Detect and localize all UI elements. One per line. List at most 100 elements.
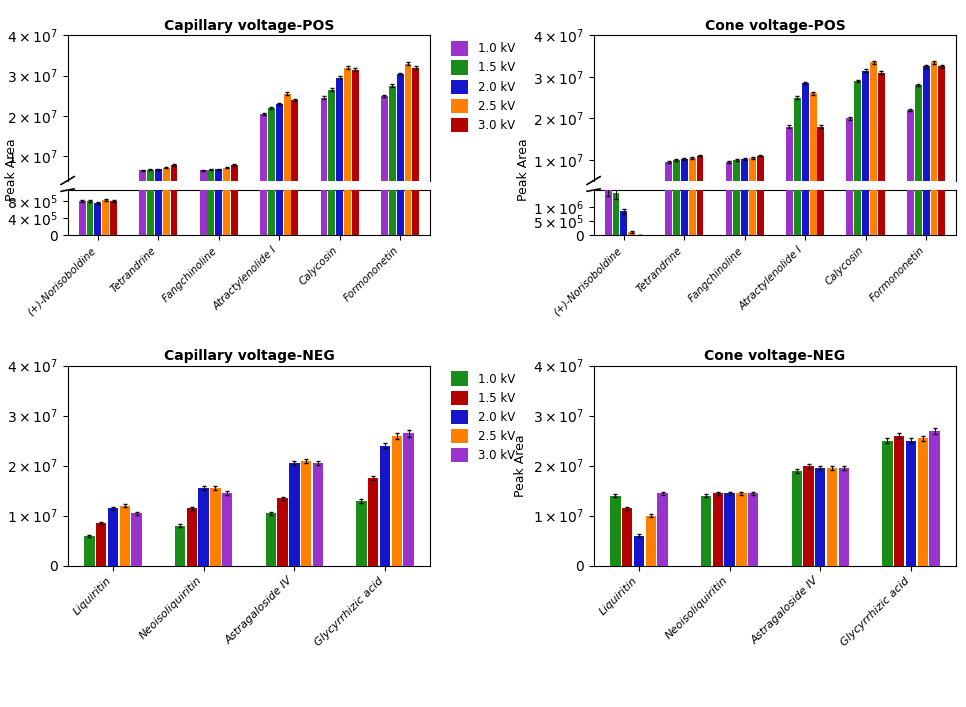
Bar [918, 438, 928, 566]
Bar [404, 433, 413, 566]
Bar [863, 0, 869, 235]
Bar [368, 478, 379, 566]
Bar [352, 0, 358, 235]
Bar [802, 83, 809, 201]
Bar [930, 0, 937, 235]
Bar [102, 194, 109, 197]
Bar [929, 431, 940, 566]
Bar [757, 0, 764, 235]
Bar [175, 525, 185, 566]
Bar [733, 160, 740, 201]
Bar [352, 69, 358, 197]
Bar [724, 493, 735, 566]
Bar [750, 158, 756, 201]
Legend: 1.0 kV, 1.5 kV, 2.0 kV, 2.5 kV, 3.0 kV: 1.0 kV, 1.5 kV, 2.0 kV, 2.5 kV, 3.0 kV [451, 371, 515, 462]
Bar [846, 118, 853, 201]
Bar [736, 493, 747, 566]
Bar [412, 0, 419, 235]
Bar [289, 463, 299, 566]
Bar [817, 0, 824, 235]
Bar [930, 62, 937, 201]
Bar [78, 194, 86, 197]
Bar [673, 160, 680, 201]
Bar [620, 211, 627, 235]
Bar [634, 536, 644, 566]
Bar [95, 194, 101, 197]
Bar [794, 0, 801, 235]
Bar [336, 0, 343, 235]
Bar [870, 62, 877, 201]
Bar [696, 156, 703, 201]
Bar [389, 86, 396, 197]
Bar [275, 0, 283, 235]
Bar [268, 0, 274, 235]
Bar [96, 523, 106, 566]
Bar [198, 488, 209, 566]
Bar [612, 195, 619, 201]
Bar [748, 493, 758, 566]
Bar [389, 0, 396, 235]
Bar [186, 508, 197, 566]
Bar [923, 0, 929, 235]
Bar [110, 201, 117, 235]
Bar [612, 193, 619, 235]
Bar [211, 488, 220, 566]
Bar [854, 0, 862, 235]
Bar [786, 0, 793, 235]
Bar [344, 68, 351, 197]
Bar [810, 93, 816, 201]
Bar [266, 513, 276, 566]
Bar [907, 0, 914, 235]
Bar [87, 194, 94, 197]
Bar [681, 0, 688, 235]
Bar [757, 156, 764, 201]
Bar [907, 110, 914, 201]
Bar [854, 81, 862, 201]
Bar [397, 0, 404, 235]
Title: Cone voltage-NEG: Cone voltage-NEG [704, 349, 845, 363]
Bar [666, 0, 672, 235]
Bar [791, 471, 802, 566]
Bar [222, 493, 233, 566]
Bar [878, 0, 885, 235]
Bar [701, 496, 711, 566]
Bar [673, 0, 680, 235]
Bar [292, 100, 298, 197]
Bar [846, 0, 853, 235]
Bar [605, 194, 611, 201]
Bar [882, 440, 893, 566]
Bar [894, 436, 904, 566]
Bar [284, 0, 291, 235]
Title: Cone voltage-POS: Cone voltage-POS [704, 19, 845, 33]
Bar [231, 165, 238, 197]
Bar [689, 0, 696, 235]
Text: Peak Area: Peak Area [5, 139, 17, 201]
Bar [321, 98, 327, 197]
Bar [208, 0, 214, 235]
Bar [628, 232, 635, 235]
Bar [412, 68, 419, 197]
Bar [827, 468, 838, 566]
Bar [87, 201, 94, 235]
Bar [215, 0, 222, 235]
Bar [938, 0, 946, 235]
Bar [696, 0, 703, 235]
Bar [313, 463, 323, 566]
Bar [804, 465, 813, 566]
Title: Capillary voltage-NEG: Capillary voltage-NEG [163, 349, 334, 363]
Bar [381, 96, 388, 197]
Bar [321, 0, 327, 235]
Bar [110, 194, 117, 197]
Bar [713, 493, 723, 566]
Bar [301, 460, 311, 566]
Bar [200, 170, 207, 197]
Bar [139, 170, 146, 197]
Bar [356, 501, 367, 566]
Bar [405, 0, 412, 235]
Bar [906, 440, 916, 566]
Bar [147, 170, 154, 197]
Bar [139, 0, 146, 235]
Bar [292, 0, 298, 235]
Bar [915, 0, 922, 235]
Bar [938, 66, 946, 201]
